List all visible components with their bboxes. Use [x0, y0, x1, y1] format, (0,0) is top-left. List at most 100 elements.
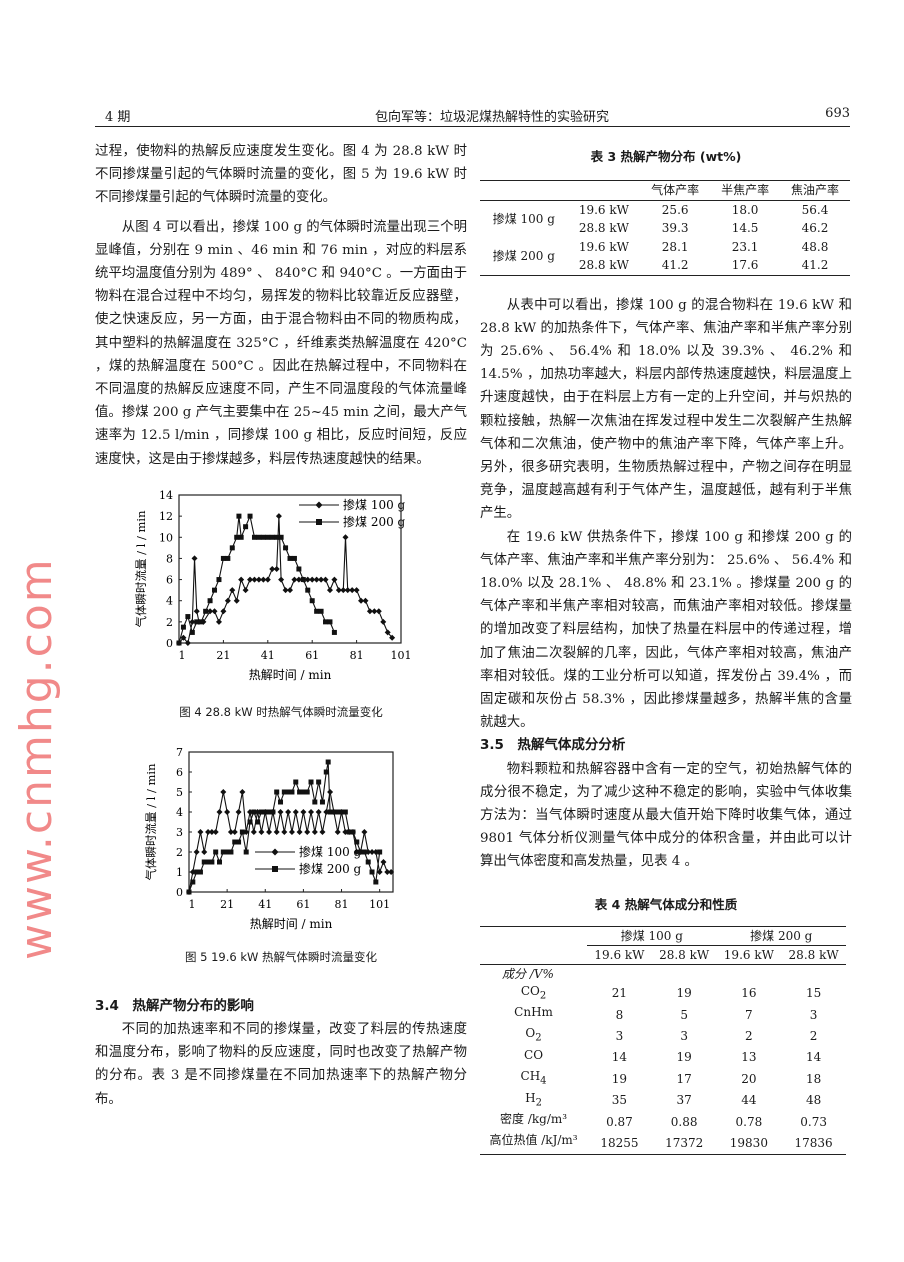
- data-point: [285, 808, 292, 815]
- data-point: [291, 576, 298, 583]
- data-point: [224, 597, 231, 604]
- data-point: [309, 576, 316, 583]
- data-point: [369, 848, 376, 855]
- data-point: [194, 619, 200, 625]
- value-cell: 7: [745, 1007, 753, 1022]
- watermark: www.cnmhg.com: [11, 557, 62, 960]
- data-point: [212, 587, 218, 593]
- data-point: [344, 586, 351, 593]
- data-point: [335, 809, 341, 815]
- data-point: [318, 608, 324, 614]
- data-point: [227, 828, 234, 835]
- data-point: [389, 634, 396, 641]
- data-point: [315, 808, 322, 815]
- y-tick-label: 3: [176, 826, 183, 839]
- value-cell: 48.8: [801, 239, 829, 254]
- sub-header: 28.8 kW: [788, 947, 839, 962]
- table-row: CO 14 19 13 14: [480, 1047, 846, 1068]
- data-point: [224, 808, 231, 815]
- data-point: [297, 789, 303, 795]
- value-cell: 2: [809, 1029, 818, 1044]
- table-3-title: 表 3 热解产物分布 (wt%): [590, 149, 742, 164]
- table-row: CO2 21 19 16 15: [480, 983, 846, 1004]
- data-point: [265, 534, 271, 540]
- data-point: [194, 869, 200, 875]
- running-header: 4 期 包向军等：垃圾泥煤热解特性的实验研究 693: [95, 104, 850, 127]
- data-point: [225, 555, 231, 561]
- data-point: [220, 849, 226, 855]
- data-point: [216, 576, 222, 582]
- data-point: [229, 545, 235, 551]
- data-point: [358, 597, 365, 604]
- data-point: [190, 879, 196, 885]
- data-point: [365, 859, 371, 865]
- y-tick-label: 4: [166, 595, 173, 608]
- data-point: [371, 608, 378, 615]
- sub-header: 19.6 kW: [723, 947, 774, 962]
- data-point: [377, 849, 383, 855]
- data-point: [274, 534, 280, 540]
- value-cell: 18.0: [731, 202, 759, 217]
- data-point: [316, 779, 322, 785]
- series-line: [178, 515, 393, 645]
- row-group: 掺煤 200 g: [492, 249, 555, 263]
- y-tick-label: 0: [176, 886, 183, 899]
- data-point: [277, 808, 284, 815]
- value-cell: 0.73: [800, 1114, 827, 1129]
- data-point: [369, 869, 375, 875]
- y-tick-label: 2: [176, 846, 183, 859]
- value-cell: 25.6: [661, 202, 689, 217]
- row-label: CH4: [520, 1069, 547, 1087]
- data-point: [366, 608, 373, 615]
- data-point: [238, 534, 244, 540]
- data-point: [331, 576, 338, 583]
- group-header: 掺煤 100 g: [587, 926, 717, 946]
- data-point: [201, 859, 207, 865]
- table-row: 28.8 kW 39.3 14.5 46.2: [480, 219, 850, 238]
- data-point: [331, 629, 337, 635]
- data-point: [327, 788, 334, 795]
- x-axis-label: 热解时间 / min: [250, 917, 333, 931]
- table-4-title: 表 4 热解气体成分和性质: [594, 896, 738, 912]
- data-point: [325, 759, 331, 765]
- data-point: [258, 809, 264, 815]
- data-point: [282, 586, 289, 593]
- data-point: [184, 639, 191, 646]
- data-point: [220, 555, 226, 561]
- row-label: H2: [525, 1090, 542, 1108]
- data-point: [291, 555, 297, 561]
- data-point: [288, 828, 295, 835]
- legend-marker-diamond: [271, 848, 279, 856]
- data-point: [185, 613, 191, 619]
- data-point: [203, 608, 209, 614]
- data-point: [296, 566, 302, 572]
- data-point: [251, 809, 257, 815]
- data-point: [208, 828, 215, 835]
- col-header: 焦油产率: [791, 183, 840, 198]
- table-row: 高位热值 /kJ/m³ 18255 17372 19830 17836: [480, 1132, 846, 1154]
- y-tick-label: 8: [166, 552, 173, 565]
- value-cell: 39.3: [661, 221, 689, 236]
- plot-frame: [188, 751, 394, 893]
- table-3: 气体产率 半焦产率 焦油产率 掺煤 100 g 19.6 kW 25.6 18.0 56…: [480, 180, 850, 276]
- data-point: [198, 619, 204, 625]
- data-point: [247, 819, 253, 825]
- data-point: [189, 618, 196, 625]
- plot-frame: [178, 494, 402, 644]
- data-point: [296, 828, 303, 835]
- data-point: [243, 524, 249, 530]
- data-point: [335, 586, 342, 593]
- value-cell: 19: [676, 986, 692, 1001]
- data-point: [322, 576, 329, 583]
- data-point: [287, 586, 293, 593]
- value-cell: 17836: [794, 1136, 833, 1150]
- value-cell: 20: [741, 1071, 757, 1086]
- data-point: [362, 597, 369, 604]
- data-point: [193, 608, 200, 615]
- data-point: [273, 828, 280, 835]
- paragraph: 从表中可以看出，掺煤 100 g 的混合物料在 19.6 kW 和 28.8 k…: [480, 297, 852, 522]
- data-point: [309, 598, 315, 604]
- table-row: H2 35 37 44 48: [480, 1090, 846, 1111]
- data-point: [229, 586, 236, 593]
- value-cell: 15: [805, 986, 822, 1001]
